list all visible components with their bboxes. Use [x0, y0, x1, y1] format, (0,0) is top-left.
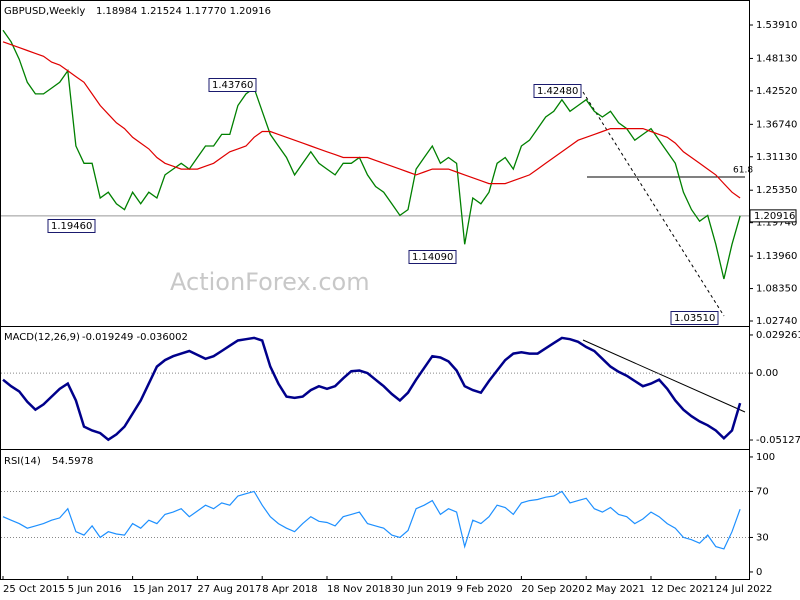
y-tick-label: 1.42520	[756, 86, 797, 97]
y-tick-label: 30	[756, 532, 769, 543]
annotation-box	[408, 250, 457, 264]
panel-values: -0.019249 -0.036002	[82, 332, 188, 343]
annotation-box	[208, 78, 257, 92]
annotation-box	[47, 219, 96, 233]
y-tick-label: 70	[756, 486, 769, 497]
y-tick-label: 1.36740	[756, 119, 797, 130]
panel-values: 1.18984 1.21524 1.17770 1.20916	[96, 6, 271, 17]
annotation-box	[533, 84, 582, 98]
y-tick-label: 0	[756, 567, 762, 578]
annotation-label: 1.14090	[412, 252, 453, 263]
annotation-label: 1.43760	[212, 80, 253, 91]
x-tick-label: 24 Jul 2022	[716, 584, 773, 595]
annotation-label: 1.19460	[51, 221, 92, 232]
x-tick-label: 27 Aug 2017	[197, 584, 261, 595]
x-tick-label: 2 May 2021	[586, 584, 645, 595]
panel-title: RSI(14)	[4, 456, 41, 467]
annotation-box	[670, 311, 719, 325]
annotation-label: 1.42480	[537, 86, 578, 97]
trend-line	[582, 91, 725, 317]
panel-title: GBPUSD,Weekly	[4, 6, 85, 17]
y-tick-label: 1.02740	[756, 316, 797, 327]
x-tick-label: 15 Jan 2017	[133, 584, 193, 595]
panel-values: 54.5978	[52, 456, 93, 467]
y-tick-label: 1.48130	[756, 53, 797, 64]
frame	[0, 0, 750, 580]
y-tick-label: 1.53910	[756, 20, 797, 31]
annotation-label: 1.03510	[674, 313, 715, 324]
y-tick-label: 1.31130	[756, 152, 797, 163]
panel-title: MACD(12,26,9)	[4, 332, 80, 343]
x-tick-label: 5 Jun 2016	[68, 584, 122, 595]
y-tick-label: 0.029261	[756, 330, 800, 341]
fib-label: 61.8	[733, 165, 753, 175]
y-tick-label: 100	[756, 452, 775, 463]
x-tick-label: 8 Apr 2018	[262, 584, 317, 595]
series-line	[2, 41, 741, 199]
x-tick-label: 30 Jun 2019	[392, 584, 452, 595]
y-tick-label: 0.00	[756, 368, 778, 379]
x-tick-label: 18 Nov 2018	[327, 584, 391, 595]
last-price-box	[749, 209, 797, 223]
x-tick-label: 25 Oct 2015	[3, 584, 65, 595]
series-line	[2, 490, 741, 550]
y-tick-label: 1.13960	[756, 251, 797, 262]
y-tick-label: 1.08350	[756, 284, 797, 295]
series-line	[2, 29, 741, 280]
series-line	[2, 336, 742, 442]
y-tick-label: -0.051279	[756, 435, 800, 446]
macd-trend-line	[582, 339, 746, 413]
last-price-label: 1.20916	[754, 211, 795, 222]
watermark: ActionForex.com	[170, 268, 370, 296]
x-tick-label: 20 Sep 2020	[521, 584, 584, 595]
x-tick-label: 12 Dec 2021	[651, 584, 715, 595]
y-tick-label: 1.19740	[756, 218, 797, 229]
y-tick-label: 1.25350	[756, 185, 797, 196]
x-tick-label: 9 Feb 2020	[457, 584, 513, 595]
